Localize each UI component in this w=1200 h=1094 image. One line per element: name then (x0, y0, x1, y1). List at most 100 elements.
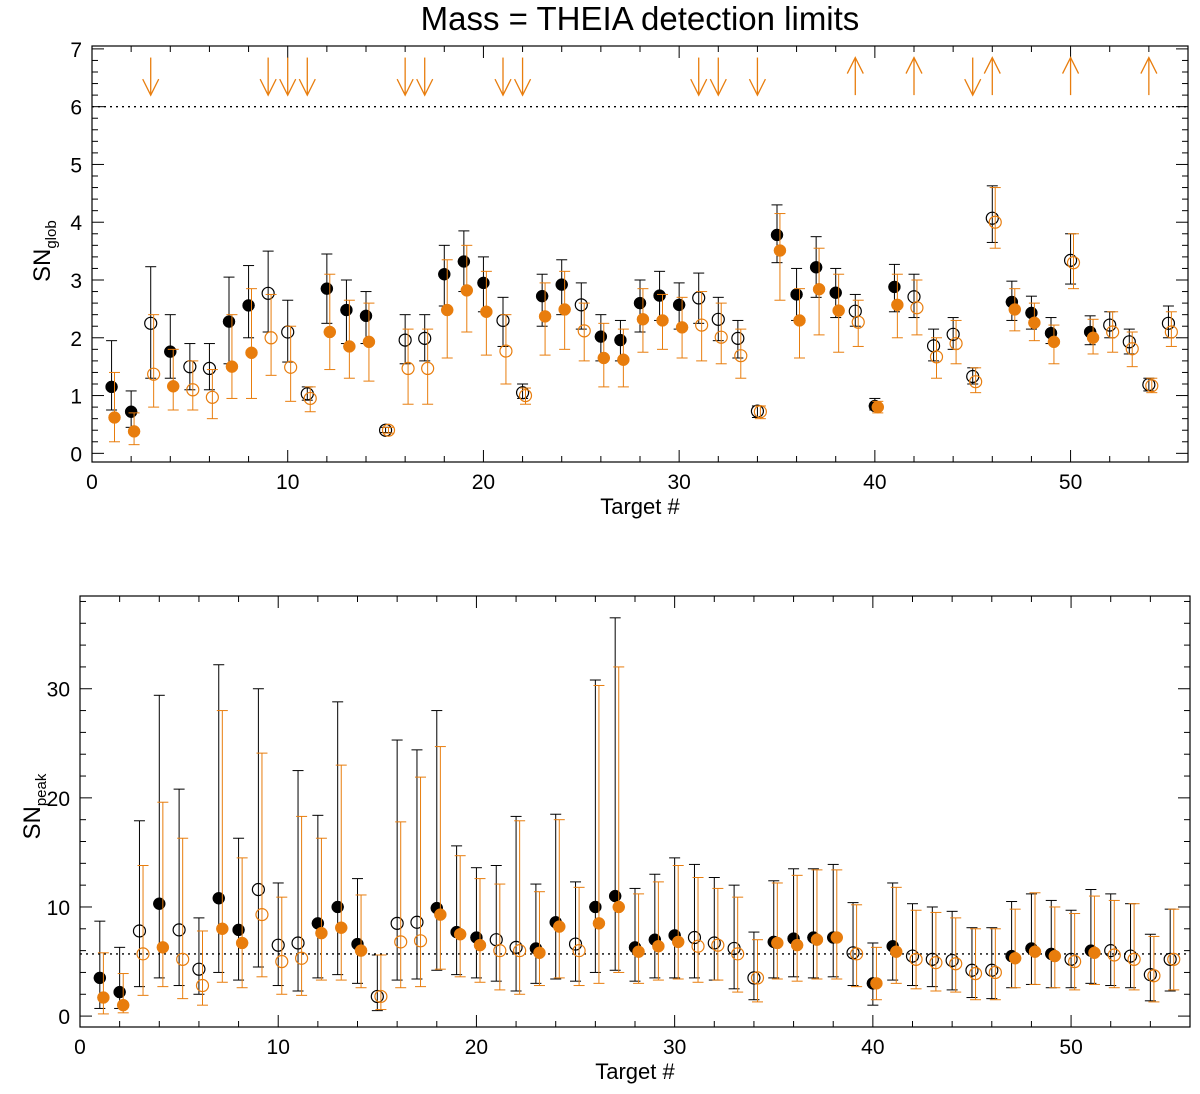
marker-filled (457, 255, 471, 268)
data-point-orange-filled (671, 865, 685, 980)
arrow-head (905, 56, 923, 74)
marker-open (1167, 952, 1181, 966)
arrow-head (259, 78, 277, 97)
marker-filled (153, 897, 166, 910)
marker-filled (594, 330, 608, 343)
marker-open (136, 947, 150, 961)
data-point-black-open (1123, 903, 1138, 989)
marker-open (390, 916, 404, 930)
marker-filled (793, 314, 806, 327)
marker-filled (891, 298, 904, 312)
data-point-orange-open (577, 302, 591, 362)
marker-filled (242, 299, 255, 312)
data-point-orange-open (374, 954, 388, 1011)
data-point-black-open (846, 902, 860, 987)
marker-filled (473, 938, 487, 952)
marker-filled (323, 325, 337, 339)
marker-filled (343, 340, 356, 353)
marker-filled (790, 288, 803, 301)
marker-open (303, 391, 317, 406)
panel-sn-glob: 0 10 20 30 40 50 0 1 2 3 4 5 6 7 Target # SNglob (29, 39, 1189, 519)
data-point-orange-filled (771, 882, 784, 980)
marker-open (1147, 969, 1161, 983)
marker-filled (871, 400, 885, 414)
data-point-orange-open (303, 386, 317, 413)
data-point-orange-filled (1088, 895, 1101, 985)
data-point-orange-filled (1086, 318, 1100, 355)
marker-open (378, 423, 393, 437)
marker-open (515, 386, 530, 400)
marker-open (731, 947, 745, 961)
marker-open (711, 938, 725, 952)
data-point-orange-filled (480, 270, 493, 356)
data-point-black-open (251, 688, 265, 968)
marker-open (907, 290, 921, 304)
marker-filled (1088, 946, 1101, 960)
marker-open (714, 330, 728, 344)
marker-filled (592, 917, 606, 930)
data-point-black-open (985, 927, 999, 1000)
y-tick-label: 10 (47, 897, 70, 920)
marker-open (496, 313, 510, 328)
data-point-black-filled (826, 863, 840, 978)
y-tick-label: 5 (70, 154, 82, 177)
marker-open (264, 331, 278, 345)
marker-open (692, 291, 706, 305)
data-point-orange-filled (832, 273, 845, 353)
marker-open (1063, 253, 1078, 267)
data-point-black-open (1064, 909, 1078, 989)
data-point-black-filled (212, 664, 225, 973)
data-point-orange-filled (108, 371, 121, 443)
data-point-orange-open (988, 928, 1002, 1001)
marker-filled (558, 303, 571, 316)
marker-open (750, 971, 765, 985)
marker-open (195, 978, 210, 993)
marker-filled (632, 945, 645, 958)
data-point-orange-open (381, 423, 396, 437)
data-point-orange-filled (675, 296, 689, 359)
data-point-orange-open (929, 911, 943, 992)
data-point-orange-open (949, 319, 963, 365)
arrow-head (513, 78, 532, 97)
data-point-orange-filled (870, 946, 883, 1001)
marker-open (747, 971, 761, 985)
marker-open (1103, 318, 1117, 332)
marker-filled (832, 304, 845, 317)
data-point-orange-filled (636, 288, 650, 353)
data-point-black-open (1163, 908, 1177, 992)
data-point-black-filled (807, 868, 820, 979)
y-tick-label: 3 (70, 270, 82, 293)
marker-filled (331, 900, 344, 914)
y-label-main-top: SN (29, 249, 56, 282)
marker-open (985, 963, 999, 977)
data-point-black-filled (222, 276, 236, 365)
data-point-orange-open (401, 328, 415, 405)
data-point-black-open (1104, 893, 1118, 987)
marker-open (1145, 379, 1159, 393)
data-point-orange-filled (362, 302, 376, 382)
axis-ticks-top: 0 10 20 30 40 50 0 1 2 3 4 5 6 7 (70, 39, 1189, 494)
data-point-orange-filled (1047, 324, 1061, 365)
data-point-black-filled (866, 942, 880, 1006)
data-point-orange-filled (1008, 908, 1022, 989)
arrow-down-icon (494, 57, 512, 97)
data-point-orange-open (753, 405, 767, 420)
data-point-black-filled (232, 837, 245, 981)
marker-filled (555, 278, 568, 291)
data-point-orange-open (147, 314, 161, 408)
data-point-orange-open (949, 917, 963, 993)
data-point-black-open (398, 314, 412, 365)
marker-filled (453, 928, 467, 941)
marker-open (147, 367, 161, 381)
marker-open (848, 304, 862, 318)
data-point-black-filled (1045, 899, 1058, 989)
marker-filled (533, 946, 546, 960)
data-point-orange-open (1167, 908, 1181, 991)
data-point-orange-filled (127, 412, 141, 446)
y-axis-label-top: SNglob (29, 220, 60, 282)
data-point-orange-open (284, 325, 298, 402)
marker-open (1163, 952, 1177, 966)
data-point-orange-open (969, 367, 983, 394)
marker-open (499, 344, 513, 358)
